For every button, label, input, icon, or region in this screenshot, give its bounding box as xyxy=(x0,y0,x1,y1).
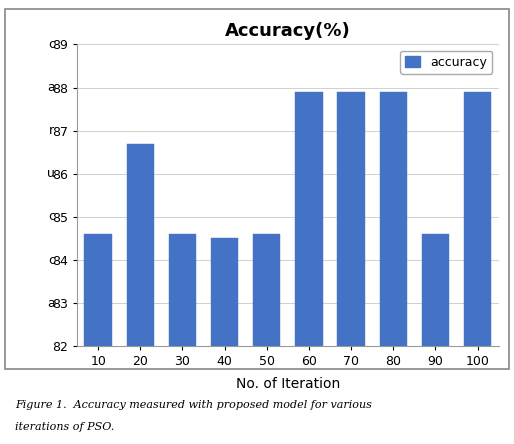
Bar xyxy=(379,92,407,444)
Bar xyxy=(84,234,112,444)
Bar xyxy=(253,234,281,444)
Text: c: c xyxy=(48,254,55,266)
Legend: accuracy: accuracy xyxy=(400,51,492,74)
Title: Accuracy(%): Accuracy(%) xyxy=(225,22,351,40)
Text: u: u xyxy=(47,167,56,180)
Bar xyxy=(295,92,323,444)
Text: a: a xyxy=(47,297,56,309)
Bar xyxy=(464,92,491,444)
Text: Figure 1.  Accuracy measured with proposed model for various: Figure 1. Accuracy measured with propose… xyxy=(15,400,372,410)
Text: iterations of PSO.: iterations of PSO. xyxy=(15,422,115,432)
X-axis label: No. of Iteration: No. of Iteration xyxy=(236,377,340,391)
Bar xyxy=(421,234,449,444)
Bar xyxy=(169,234,196,444)
Text: a: a xyxy=(47,81,56,94)
Text: c: c xyxy=(48,38,55,51)
Bar xyxy=(126,143,154,444)
Text: c: c xyxy=(48,210,55,223)
Text: r: r xyxy=(49,124,54,137)
Bar xyxy=(211,238,238,444)
Bar xyxy=(337,92,365,444)
